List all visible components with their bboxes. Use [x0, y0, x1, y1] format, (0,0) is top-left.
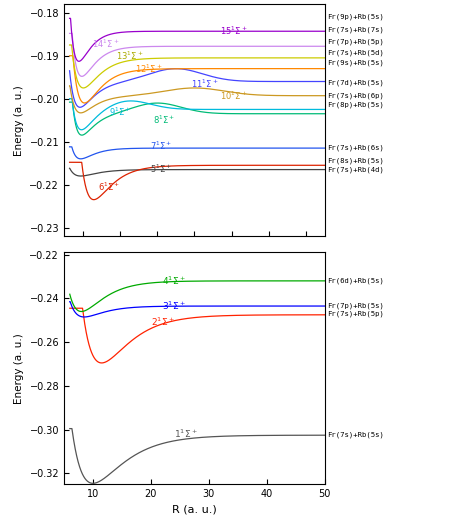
Text: Fr(7d)+Rb(5s): Fr(7d)+Rb(5s) [327, 79, 384, 86]
Text: $7^1\Sigma^+$: $7^1\Sigma^+$ [150, 140, 172, 152]
Y-axis label: Energy (a. u.): Energy (a. u.) [14, 85, 24, 156]
Text: Fr(7p)+Rb(5s): Fr(7p)+Rb(5s) [327, 303, 384, 310]
Y-axis label: Energy (a. u.): Energy (a. u.) [14, 333, 24, 404]
Text: Fr(8p)+Rb(5s): Fr(8p)+Rb(5s) [327, 101, 384, 108]
Text: $9^1\Sigma^+$: $9^1\Sigma^+$ [109, 105, 131, 118]
Text: Fr(7s)+Rb(4d): Fr(7s)+Rb(4d) [327, 167, 384, 173]
Text: Fr(9p)+Rb(5s): Fr(9p)+Rb(5s) [327, 14, 384, 20]
Text: Fr(7s)+Rb(5s): Fr(7s)+Rb(5s) [327, 432, 384, 438]
Text: Fr(7s)+Rb(5p): Fr(7s)+Rb(5p) [327, 311, 384, 317]
Text: Fr(7s)+Rb(7s): Fr(7s)+Rb(7s) [327, 27, 384, 33]
Text: $6^1\Sigma^+$: $6^1\Sigma^+$ [98, 181, 120, 193]
Text: $2^1\Sigma^+$: $2^1\Sigma^+$ [151, 315, 174, 328]
Text: $14^1\Sigma^+$: $14^1\Sigma^+$ [92, 38, 119, 50]
Text: Fr(7s)+Rb(6p): Fr(7s)+Rb(6p) [327, 92, 384, 99]
Text: $8^1\Sigma^+$: $8^1\Sigma^+$ [154, 113, 176, 126]
Text: Fr(7s)+Rb(5d): Fr(7s)+Rb(5d) [327, 50, 384, 56]
Text: Fr(7s)+Rb(6s): Fr(7s)+Rb(6s) [327, 145, 384, 151]
Text: $12^1\Sigma^+$: $12^1\Sigma^+$ [135, 63, 163, 75]
Text: Fr(8s)+Rb(5s): Fr(8s)+Rb(5s) [327, 158, 384, 164]
Text: Fr(6d)+Rb(5s): Fr(6d)+Rb(5s) [327, 278, 384, 284]
Text: Fr(7p)+Rb(5p): Fr(7p)+Rb(5p) [327, 39, 384, 45]
Text: $1^1\Sigma^+$: $1^1\Sigma^+$ [174, 428, 198, 441]
Text: $3^1\Sigma^+$: $3^1\Sigma^+$ [163, 300, 186, 312]
Text: $11^1\Sigma^+$: $11^1\Sigma^+$ [191, 78, 218, 90]
Text: Fr(9s)+Rb(5s): Fr(9s)+Rb(5s) [327, 60, 384, 66]
Text: $4^1\Sigma^+$: $4^1\Sigma^+$ [163, 275, 186, 287]
Text: $13^1\Sigma^+$: $13^1\Sigma^+$ [116, 50, 144, 62]
Text: $15^1\Sigma^+$: $15^1\Sigma^+$ [220, 25, 248, 37]
X-axis label: R (a. u.): R (a. u.) [172, 505, 217, 515]
Text: $10^1\Sigma^+$: $10^1\Sigma^+$ [220, 90, 248, 102]
Text: $5^1\Sigma^+$: $5^1\Sigma^+$ [150, 163, 172, 175]
